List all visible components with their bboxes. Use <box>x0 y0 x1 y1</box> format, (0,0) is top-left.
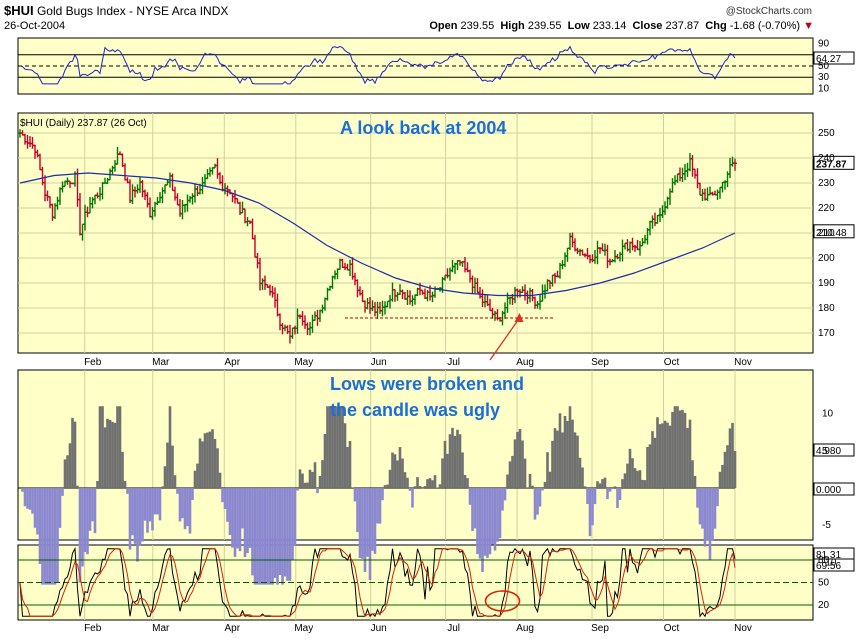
stoch-d-label: 69.56 <box>816 561 841 572</box>
chart-title: $HUI Gold Bugs Index - NYSE Arca INDX <box>4 3 228 18</box>
y-tick-label: 200 <box>818 253 835 264</box>
macd-tick-label: 5 <box>822 446 828 457</box>
stoch-k-label: 81.31 <box>816 550 841 561</box>
x-tick-label: Apr <box>225 357 241 368</box>
y-tick-label: 240 <box>818 153 835 164</box>
y-tick-label: 210 <box>818 228 835 239</box>
rsi-value-box <box>813 51 855 65</box>
ma-value-label: 210.48 <box>816 228 847 239</box>
index-name: Gold Bugs Index - NYSE Arca INDX <box>36 4 229 18</box>
stoch-k-line <box>19 547 736 618</box>
y-tick-label: 180 <box>818 303 835 314</box>
high-label: High <box>500 20 525 32</box>
x-tick-label: Jul <box>447 357 460 368</box>
x-tick-label: Mar <box>152 357 170 368</box>
chg-label: Chg <box>705 20 727 32</box>
x-tick-label: Aug <box>516 623 534 634</box>
x-tick-label: Jul <box>447 623 460 634</box>
y-tick-label: 170 <box>818 328 835 339</box>
date-label: 26-Oct-2004 <box>4 20 66 32</box>
stoch-tick-label: 80 <box>818 555 830 566</box>
annotation-title: A look back at 2004 <box>340 118 506 138</box>
x-tick-label: Feb <box>84 623 102 634</box>
rsi-tick-label: 90 <box>818 39 830 50</box>
price-panel-label: $HUI (Daily) 237.87 (26 Oct) <box>20 118 147 129</box>
x-tick-label: Nov <box>734 357 752 368</box>
last-price-box <box>813 155 855 170</box>
x-tick-label: Feb <box>84 357 102 368</box>
x-tick-label: Oct <box>664 357 680 368</box>
rsi-tick-label: 50 <box>818 61 830 72</box>
annotation-arrow <box>489 317 521 361</box>
rsi-panel <box>17 37 814 95</box>
symbol-label: $HUI <box>4 3 34 18</box>
stoch-tick-label: 20 <box>818 600 830 611</box>
y-tick-label: 220 <box>818 203 835 214</box>
rsi-tick-label: 30 <box>818 72 830 83</box>
ohlc-readout: Open 239.55 High 239.55 Low 233.14 Close… <box>429 20 814 32</box>
x-tick-label: Nov <box>734 623 752 634</box>
y-tick-label: 250 <box>818 128 835 139</box>
y-tick-label: 230 <box>818 178 835 189</box>
close-value: 237.87 <box>665 20 700 32</box>
ma-value-box <box>813 224 855 239</box>
low-label: Low <box>567 20 590 32</box>
x-tick-label: May <box>294 357 313 368</box>
rsi-value-label: 64.27 <box>816 54 841 65</box>
macd-value-label: 4.980 <box>816 446 841 457</box>
stoch-d-line <box>19 548 736 618</box>
x-tick-label: Jun <box>371 623 387 634</box>
open-label: Open <box>429 20 458 32</box>
chg-value: -1.68 (-0.70%) <box>729 20 801 32</box>
arrow-head-icon <box>514 313 524 322</box>
rsi-tick-label: 10 <box>818 83 830 94</box>
annotation-note-line2: the candle was ugly <box>330 400 500 420</box>
x-tick-label: Aug <box>516 357 534 368</box>
last-price-label: 237.87 <box>816 159 847 170</box>
x-tick-label: Oct <box>664 623 680 634</box>
high-value: 239.55 <box>527 20 562 32</box>
macd-tick-label: -10 <box>822 557 837 568</box>
x-tick-label: Sep <box>591 357 609 368</box>
down-triangle-icon: ▼ <box>803 20 814 32</box>
x-tick-label: May <box>294 623 313 634</box>
y-tick-label: 190 <box>818 278 835 289</box>
x-tick-label: Jun <box>371 357 387 368</box>
brand-label: @StockCharts.com <box>725 6 812 17</box>
stoch-tick-label: 50 <box>818 578 830 589</box>
low-value: 233.14 <box>592 20 627 32</box>
rsi-line <box>19 45 736 85</box>
price-bar <box>733 158 737 171</box>
highlight-circle <box>484 590 521 612</box>
stoch-d-box <box>813 558 855 572</box>
open-value: 239.55 <box>460 20 495 32</box>
x-tick-label: Apr <box>225 623 241 634</box>
x-tick-label: Sep <box>591 623 609 634</box>
macd-zero-box <box>813 482 855 496</box>
macd-tick-label: 10 <box>822 409 834 420</box>
moving-average-line <box>19 172 736 297</box>
x-tick-label: Mar <box>152 623 170 634</box>
macd-value-box <box>813 443 855 457</box>
macd-zero-label: 0.000 <box>816 485 841 496</box>
annotation-note-line1: Lows were broken and <box>330 374 524 394</box>
close-label: Close <box>632 20 663 32</box>
macd-tick-label: -5 <box>822 520 831 531</box>
